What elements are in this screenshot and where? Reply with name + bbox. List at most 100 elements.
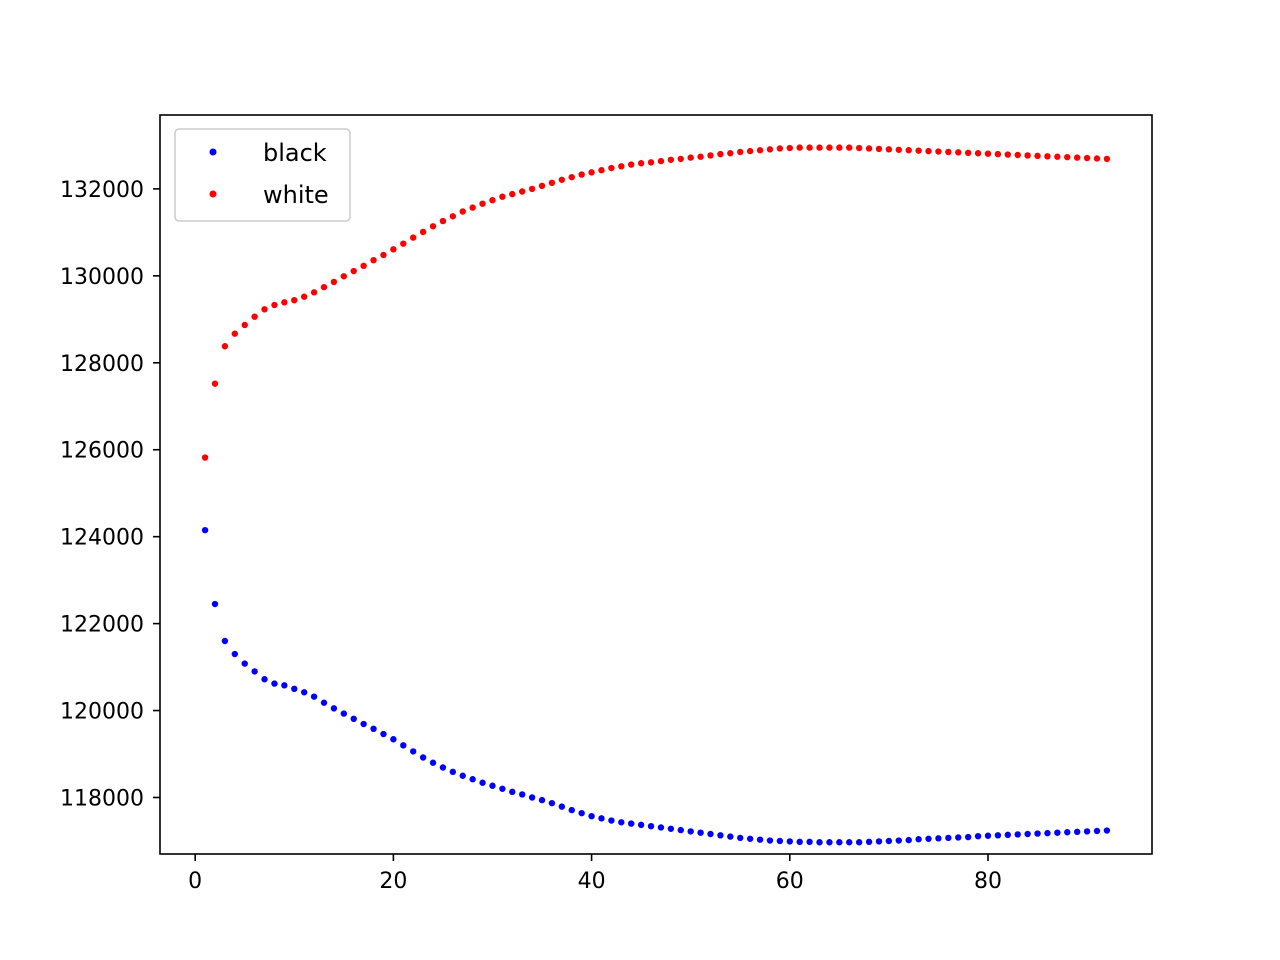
point-white-30 [499, 193, 506, 200]
point-black-79 [984, 832, 992, 839]
point-white-67 [865, 145, 873, 152]
point-white-28 [479, 200, 486, 207]
point-white-46 [657, 157, 665, 165]
point-black-22 [419, 754, 427, 761]
point-black-15 [350, 715, 357, 723]
point-white-85 [1044, 153, 1051, 160]
point-white-64 [836, 144, 843, 151]
point-white-10 [300, 293, 308, 300]
point-black-26 [459, 772, 466, 779]
point-black-39 [588, 812, 595, 820]
point-black-45 [647, 822, 655, 830]
point-black-55 [746, 835, 754, 842]
point-black-74 [935, 835, 942, 842]
y-tick-label: 118000 [60, 786, 144, 811]
point-black-85 [1044, 829, 1051, 837]
point-white-35 [548, 179, 556, 187]
point-white-43 [628, 161, 635, 168]
point-white-72 [915, 147, 922, 154]
point-black-60 [796, 838, 803, 846]
point-white-88 [1073, 154, 1081, 161]
point-white-41 [608, 164, 615, 172]
point-white-57 [766, 146, 774, 153]
point-white-31 [509, 190, 516, 198]
point-black-82 [1014, 831, 1021, 838]
point-black-48 [677, 826, 684, 834]
point-black-27 [469, 776, 476, 783]
data-points [201, 144, 1111, 846]
point-black-9 [291, 685, 298, 693]
point-white-68 [875, 145, 883, 153]
point-white-21 [410, 234, 417, 241]
point-white-86 [1054, 153, 1061, 160]
point-white-80 [994, 150, 1002, 158]
point-black-37 [568, 806, 575, 814]
point-black-78 [974, 832, 982, 840]
point-white-42 [618, 163, 625, 170]
point-black-64 [836, 839, 843, 846]
point-white-2 [221, 343, 229, 350]
point-black-75 [945, 834, 952, 842]
point-black-43 [628, 820, 635, 827]
point-white-24 [439, 217, 447, 225]
point-white-56 [756, 147, 764, 154]
point-white-60 [796, 144, 803, 151]
point-black-32 [519, 791, 526, 798]
point-black-3 [231, 650, 239, 658]
point-white-11 [310, 289, 318, 296]
point-white-19 [390, 246, 397, 253]
point-white-63 [826, 144, 833, 151]
point-black-19 [390, 736, 397, 743]
point-white-62 [816, 144, 823, 151]
point-white-23 [429, 223, 437, 230]
point-white-5 [251, 313, 258, 320]
point-white-13 [330, 278, 338, 286]
point-white-87 [1064, 153, 1071, 161]
point-white-70 [895, 146, 902, 153]
point-black-65 [846, 839, 853, 846]
point-black-86 [1054, 829, 1061, 836]
point-white-7 [271, 301, 278, 309]
point-black-57 [766, 837, 774, 844]
point-black-68 [875, 838, 883, 845]
legend-label-black: black [263, 139, 327, 167]
point-black-16 [360, 720, 367, 728]
point-white-0 [201, 454, 209, 461]
point-black-56 [756, 836, 764, 843]
point-black-31 [509, 788, 516, 796]
point-white-54 [737, 148, 744, 156]
point-white-1 [211, 380, 219, 387]
point-white-50 [697, 153, 704, 160]
point-white-59 [786, 144, 793, 152]
point-white-91 [1103, 155, 1111, 163]
point-black-4 [241, 660, 248, 667]
point-white-20 [400, 240, 407, 247]
point-black-41 [608, 817, 615, 824]
point-black-71 [905, 836, 912, 844]
point-white-53 [727, 150, 734, 157]
point-black-72 [915, 836, 922, 843]
point-white-16 [360, 262, 367, 270]
point-white-48 [677, 155, 684, 163]
point-black-11 [310, 693, 318, 700]
point-black-20 [400, 742, 407, 749]
point-black-47 [667, 825, 675, 832]
legend: black white [174, 128, 351, 222]
point-black-34 [538, 796, 546, 804]
point-white-12 [320, 283, 328, 291]
y-tick-label: 120000 [60, 700, 144, 725]
point-black-17 [370, 725, 377, 732]
point-black-14 [340, 710, 348, 717]
legend-box [174, 128, 351, 222]
point-black-53 [727, 833, 734, 840]
point-white-34 [538, 182, 546, 190]
point-black-25 [449, 768, 457, 776]
point-white-58 [776, 145, 784, 152]
point-white-61 [806, 144, 813, 151]
x-tick-label: 60 [776, 869, 804, 894]
point-black-83 [1024, 830, 1031, 838]
point-white-22 [419, 228, 427, 236]
point-black-50 [697, 829, 704, 836]
point-white-8 [281, 299, 288, 306]
point-white-49 [687, 154, 694, 161]
